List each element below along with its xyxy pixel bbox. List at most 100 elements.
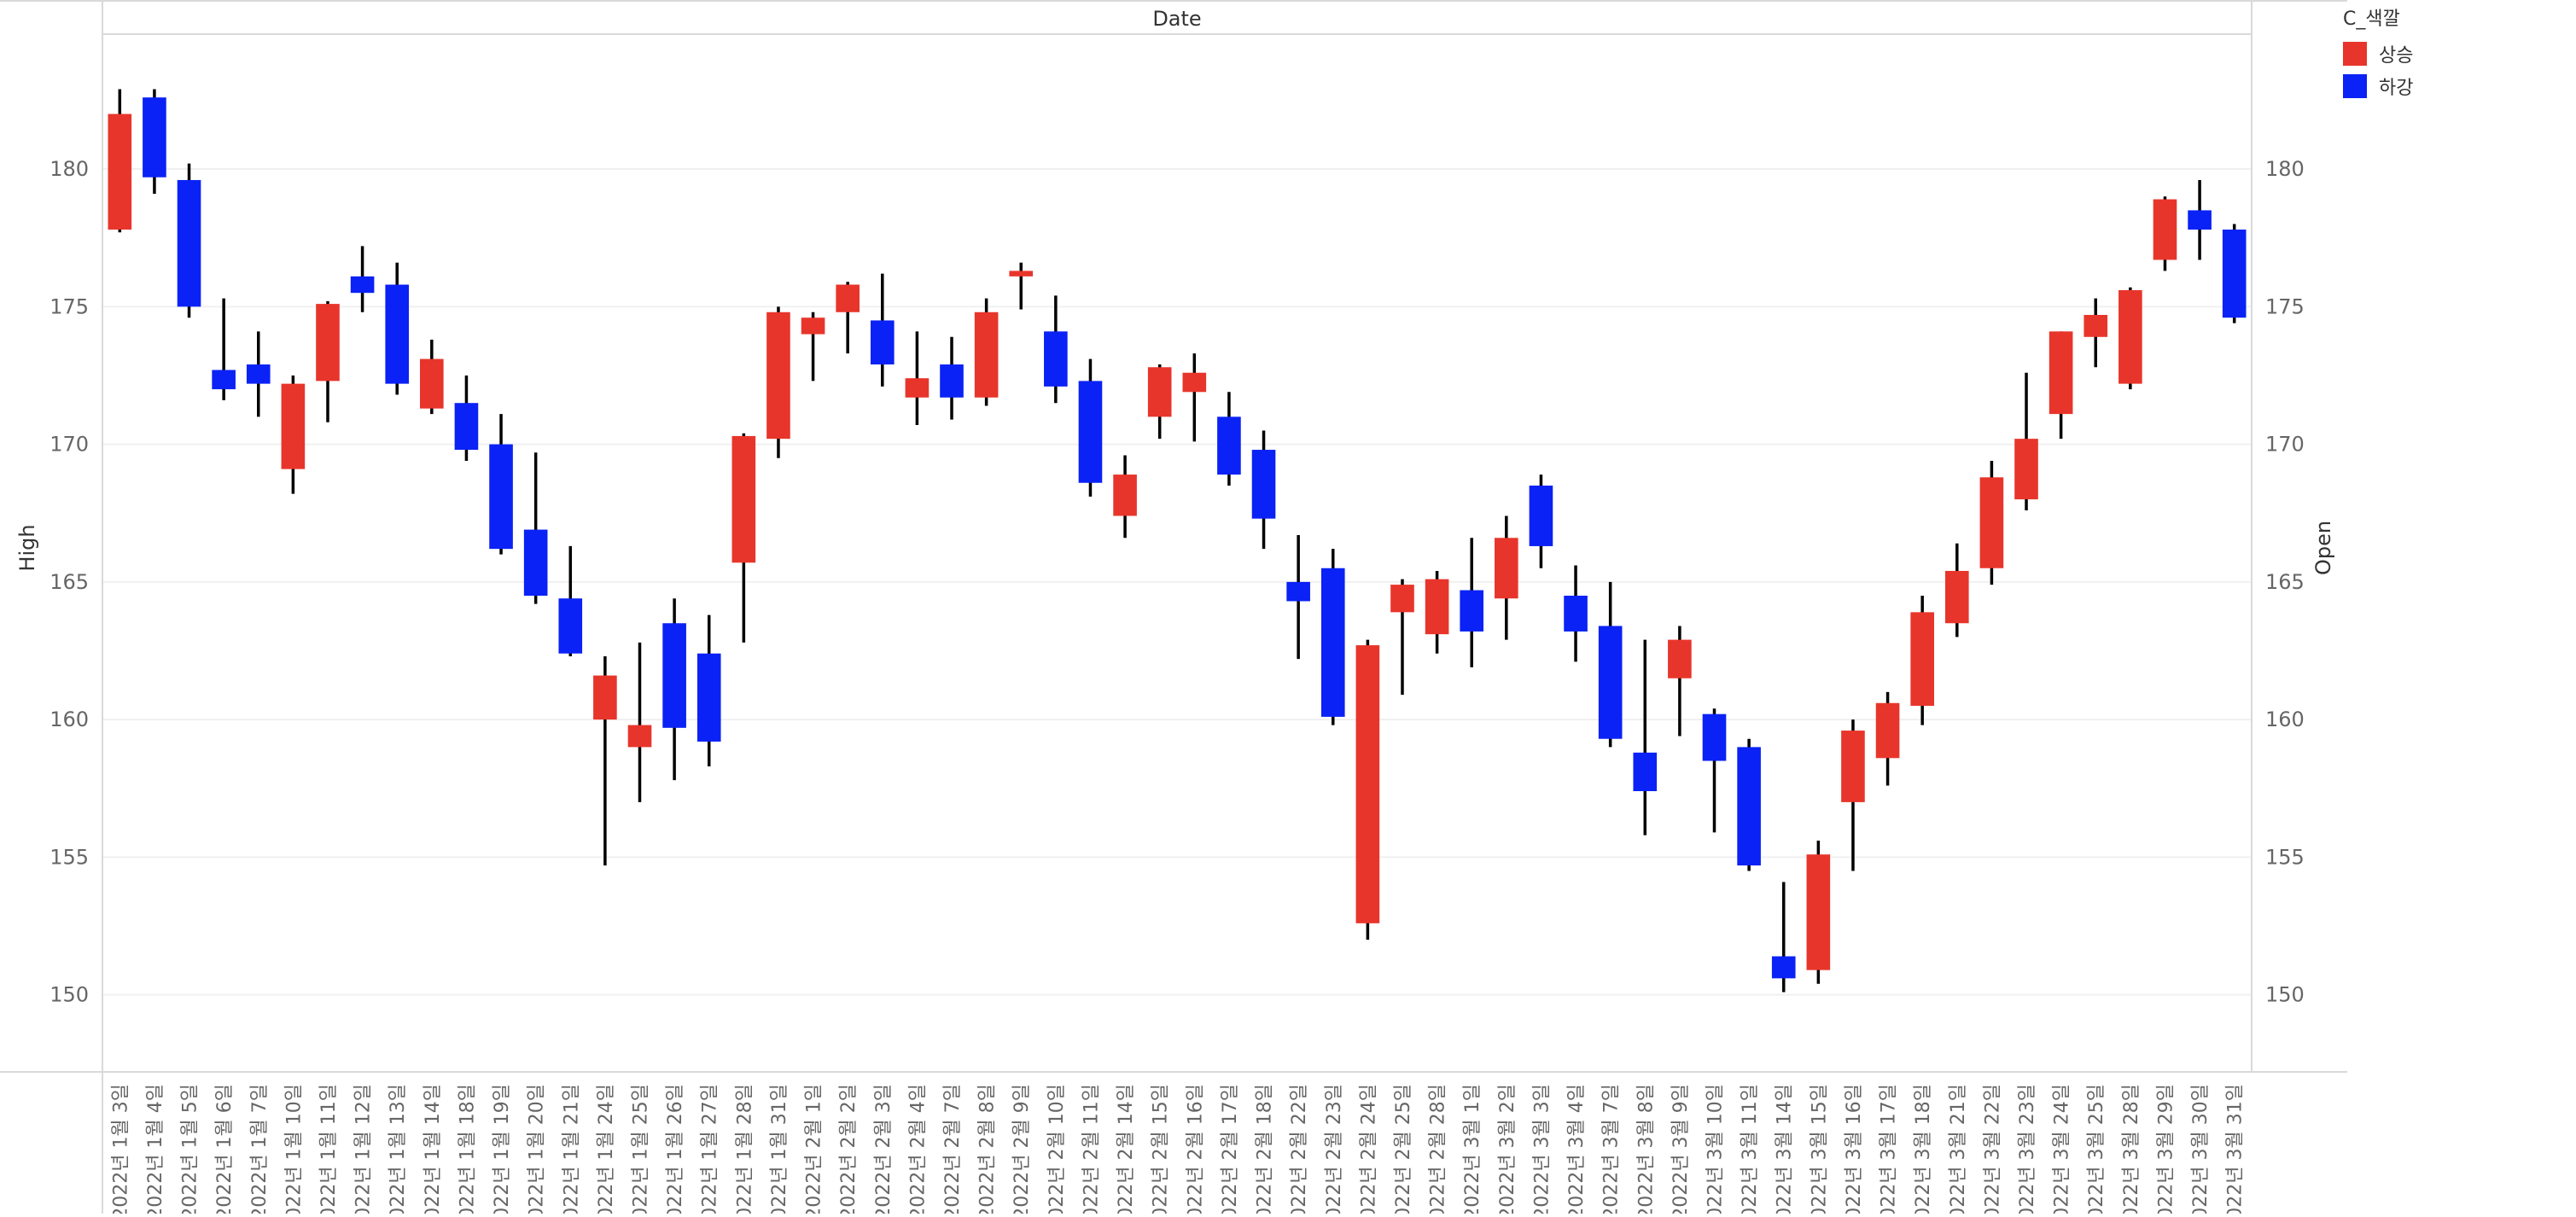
- x-tick-label: 2022년 2월 9일: [1011, 1084, 1033, 1214]
- candle-body[interactable]: [1460, 590, 1484, 632]
- candle-body[interactable]: [1564, 595, 1588, 632]
- candle-body[interactable]: [1078, 381, 1103, 483]
- candle-body[interactable]: [1320, 568, 1345, 717]
- x-tick-label: 2022년 2월 17일: [1220, 1084, 1241, 1214]
- candle-body[interactable]: [281, 383, 306, 469]
- candle-bodies: [108, 97, 2247, 979]
- legend-item-rise[interactable]: 상승: [2343, 38, 2565, 70]
- x-tick-label: 2022년 2월 10일: [1046, 1084, 1068, 1214]
- x-tick-label: 2022년 2월 3일: [873, 1084, 895, 1214]
- candle-body[interactable]: [1217, 416, 1241, 475]
- candle-body[interactable]: [1009, 271, 1034, 277]
- candle-body[interactable]: [870, 320, 895, 365]
- candle-body[interactable]: [1147, 367, 1172, 417]
- candle-body[interactable]: [177, 179, 201, 307]
- candle-body[interactable]: [1806, 854, 1831, 970]
- candle-body[interactable]: [2188, 210, 2212, 230]
- legend-label-fall: 하강: [2379, 78, 2414, 99]
- candle-body[interactable]: [1390, 585, 1414, 613]
- candle-body[interactable]: [1495, 538, 1518, 599]
- x-tick-label: 2022년 3월 24일: [2052, 1084, 2073, 1214]
- x-tick-label: 2022년 2월 4일: [907, 1084, 929, 1214]
- y-tick-label-left: 180: [50, 157, 89, 181]
- x-tick-label: 2022년 2월 28일: [1428, 1084, 1449, 1214]
- candle-body[interactable]: [1771, 956, 1796, 979]
- x-axis-title: Date: [1152, 7, 1201, 31]
- candle-body[interactable]: [1875, 702, 1900, 759]
- candle-body[interactable]: [2222, 230, 2247, 318]
- candle-body[interactable]: [1529, 485, 1553, 546]
- legend-swatch-rise: [2343, 42, 2367, 66]
- candle-body[interactable]: [1633, 752, 1658, 792]
- y-axis-title-left: High: [15, 524, 39, 571]
- candle-body[interactable]: [558, 598, 583, 654]
- candle-body[interactable]: [2084, 314, 2108, 337]
- candle-body[interactable]: [801, 317, 825, 335]
- candle-body[interactable]: [766, 312, 790, 440]
- candle-body[interactable]: [836, 284, 860, 312]
- x-tick-label: 2022년 3월 17일: [1879, 1084, 1900, 1214]
- candle-body[interactable]: [1425, 579, 1449, 635]
- candle-body[interactable]: [2153, 199, 2177, 260]
- legend-swatch-fall: [2343, 74, 2367, 98]
- x-tick-label: 2022년 2월 18일: [1255, 1084, 1276, 1214]
- candle-body[interactable]: [523, 529, 548, 596]
- candle-body[interactable]: [1737, 747, 1761, 866]
- x-axis-ticks: 2022년 1월 3일 2022년 1월 4일 2022년 1월 5일 2022년 1…: [110, 1084, 2246, 1217]
- candle-body[interactable]: [1113, 475, 1137, 516]
- candle-body[interactable]: [1182, 372, 1207, 393]
- x-tick-label: 2022년 3월 11일: [1740, 1084, 1761, 1214]
- candle-body[interactable]: [1910, 612, 1934, 707]
- candle-body[interactable]: [454, 403, 479, 451]
- x-tick-label: 2022년 3월 21일: [1948, 1084, 1969, 1214]
- x-tick-label: 2022년 2월 22일: [1289, 1084, 1310, 1214]
- x-tick-label: 2022년 3월 7일: [1601, 1084, 1623, 1214]
- x-tick-label: 2022년 1월 24일: [596, 1084, 617, 1214]
- x-tick-label: 2022년 2월 14일: [1116, 1084, 1137, 1214]
- candle-body[interactable]: [420, 358, 444, 409]
- candle-body[interactable]: [1944, 570, 1969, 624]
- candle-body[interactable]: [1841, 731, 1865, 802]
- x-tick-label: 2022년 2월 23일: [1324, 1084, 1345, 1214]
- x-tick-label: 2022년 1월 3일: [110, 1084, 131, 1214]
- x-tick-label: 2022년 2월 2일: [838, 1084, 860, 1214]
- candle-body[interactable]: [108, 114, 132, 230]
- candle-body[interactable]: [489, 444, 513, 550]
- candle-body[interactable]: [350, 276, 375, 294]
- candle-body[interactable]: [1286, 581, 1310, 602]
- grid-lines: [102, 168, 2252, 996]
- candle-body[interactable]: [593, 675, 617, 720]
- legend: C_색깔 상승 하강: [2343, 3, 2565, 102]
- candle-body[interactable]: [905, 378, 930, 398]
- candle-body[interactable]: [1598, 626, 1623, 739]
- candle-body[interactable]: [1702, 713, 1727, 761]
- y-tick-label-right: 170: [2265, 433, 2305, 457]
- x-tick-label: 2022년 3월 1일: [1462, 1084, 1483, 1214]
- candle-body[interactable]: [662, 623, 686, 728]
- y-axis-right-ticks: 150 155 160 165 170 175 180: [2265, 157, 2305, 1007]
- candle-body[interactable]: [1355, 645, 1380, 923]
- candle-body[interactable]: [974, 312, 999, 398]
- candle-body[interactable]: [696, 653, 721, 742]
- candle-body[interactable]: [143, 97, 166, 178]
- candle-body[interactable]: [2014, 439, 2038, 500]
- candle-body[interactable]: [246, 364, 271, 384]
- x-tick-label: 2022년 1월 7일: [249, 1084, 271, 1214]
- candle-body[interactable]: [316, 304, 340, 381]
- y-tick-label-right: 175: [2265, 294, 2305, 318]
- candle-body[interactable]: [731, 435, 756, 563]
- legend-item-fall[interactable]: 하강: [2343, 70, 2565, 102]
- candle-body[interactable]: [1668, 639, 1692, 678]
- candle-body[interactable]: [627, 725, 652, 748]
- candle-body[interactable]: [1979, 477, 2004, 568]
- x-tick-label: 2022년 1월 26일: [665, 1084, 686, 1214]
- candle-body[interactable]: [1251, 450, 1276, 519]
- candle-body[interactable]: [1044, 331, 1068, 387]
- candle-body[interactable]: [940, 364, 964, 398]
- candle-body[interactable]: [2049, 331, 2073, 415]
- candle-body[interactable]: [385, 284, 410, 384]
- x-tick-label: 2022년 1월 21일: [561, 1084, 582, 1214]
- candle-body[interactable]: [212, 370, 236, 390]
- x-tick-label: 2022년 1월 18일: [457, 1084, 478, 1214]
- candle-body[interactable]: [2118, 289, 2142, 384]
